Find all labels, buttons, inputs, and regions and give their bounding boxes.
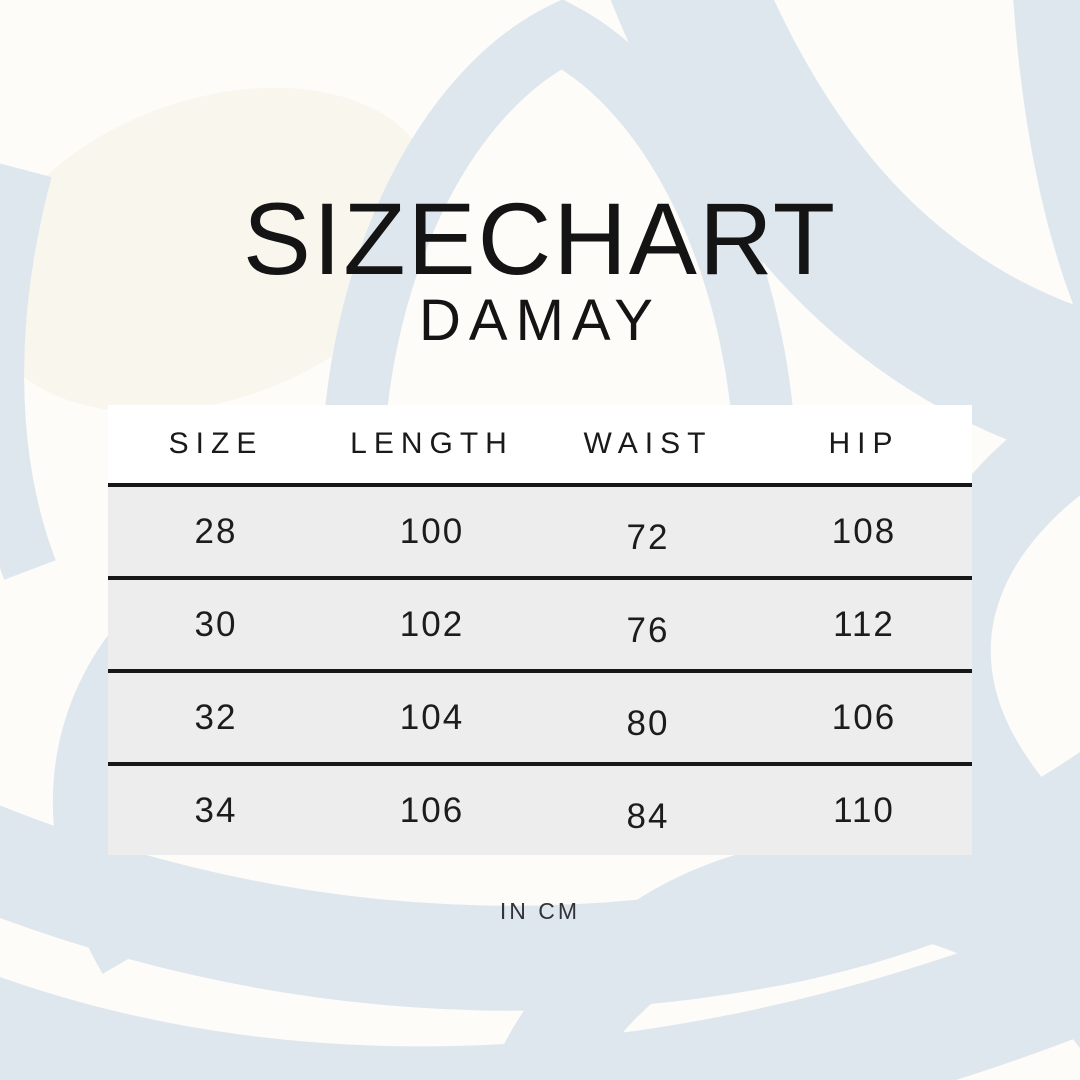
cell-hip: 110 (833, 790, 895, 830)
column-header-hip: HIP (828, 427, 900, 460)
cell-waist: 84 (626, 796, 670, 836)
cell-waist: 72 (626, 517, 670, 557)
cell-size: 28 (194, 511, 238, 551)
table-row: 32 104 80 106 (108, 669, 972, 762)
page-subtitle: DAMAY (419, 288, 661, 353)
cell-length: 102 (399, 604, 465, 644)
table-row: 28 100 72 108 (108, 483, 972, 576)
cell-hip: 112 (833, 604, 895, 644)
cell-length: 104 (399, 697, 465, 737)
cell-hip: 108 (831, 511, 897, 551)
cell-size: 30 (194, 604, 238, 644)
watermark-petal-top-center (321, 0, 797, 471)
watermark-petal-corner (1013, 0, 1080, 322)
title-block: SIZECHART DAMAY (0, 188, 1080, 350)
watermark-petal-top-right (610, 0, 1080, 465)
cell-hip: 106 (831, 697, 897, 737)
size-chart-table: SIZE LENGTH WAIST HIP 28 100 72 108 30 1… (108, 405, 972, 855)
watermark-swoosh-under-table (0, 751, 1080, 1011)
cell-length: 106 (399, 790, 465, 830)
watermark-sliver-left (0, 163, 56, 580)
table-header-row: SIZE LENGTH WAIST HIP (108, 405, 972, 483)
cell-size: 34 (194, 790, 238, 830)
table-row: 30 102 76 112 (108, 576, 972, 669)
page-title: SIZECHART (242, 182, 838, 296)
cell-waist: 76 (626, 610, 670, 650)
cell-size: 32 (194, 697, 238, 737)
column-header-length: LENGTH (350, 427, 514, 460)
unit-note: IN CM (499, 898, 581, 924)
column-header-waist: WAIST (583, 427, 713, 460)
column-header-size: SIZE (168, 427, 264, 460)
cell-length: 100 (399, 511, 465, 551)
watermark-ivory-blob (0, 87, 437, 413)
cell-waist: 80 (626, 703, 670, 743)
watermark-swoosh-bottom (0, 907, 1080, 1080)
table-row: 34 106 84 110 (108, 762, 972, 855)
